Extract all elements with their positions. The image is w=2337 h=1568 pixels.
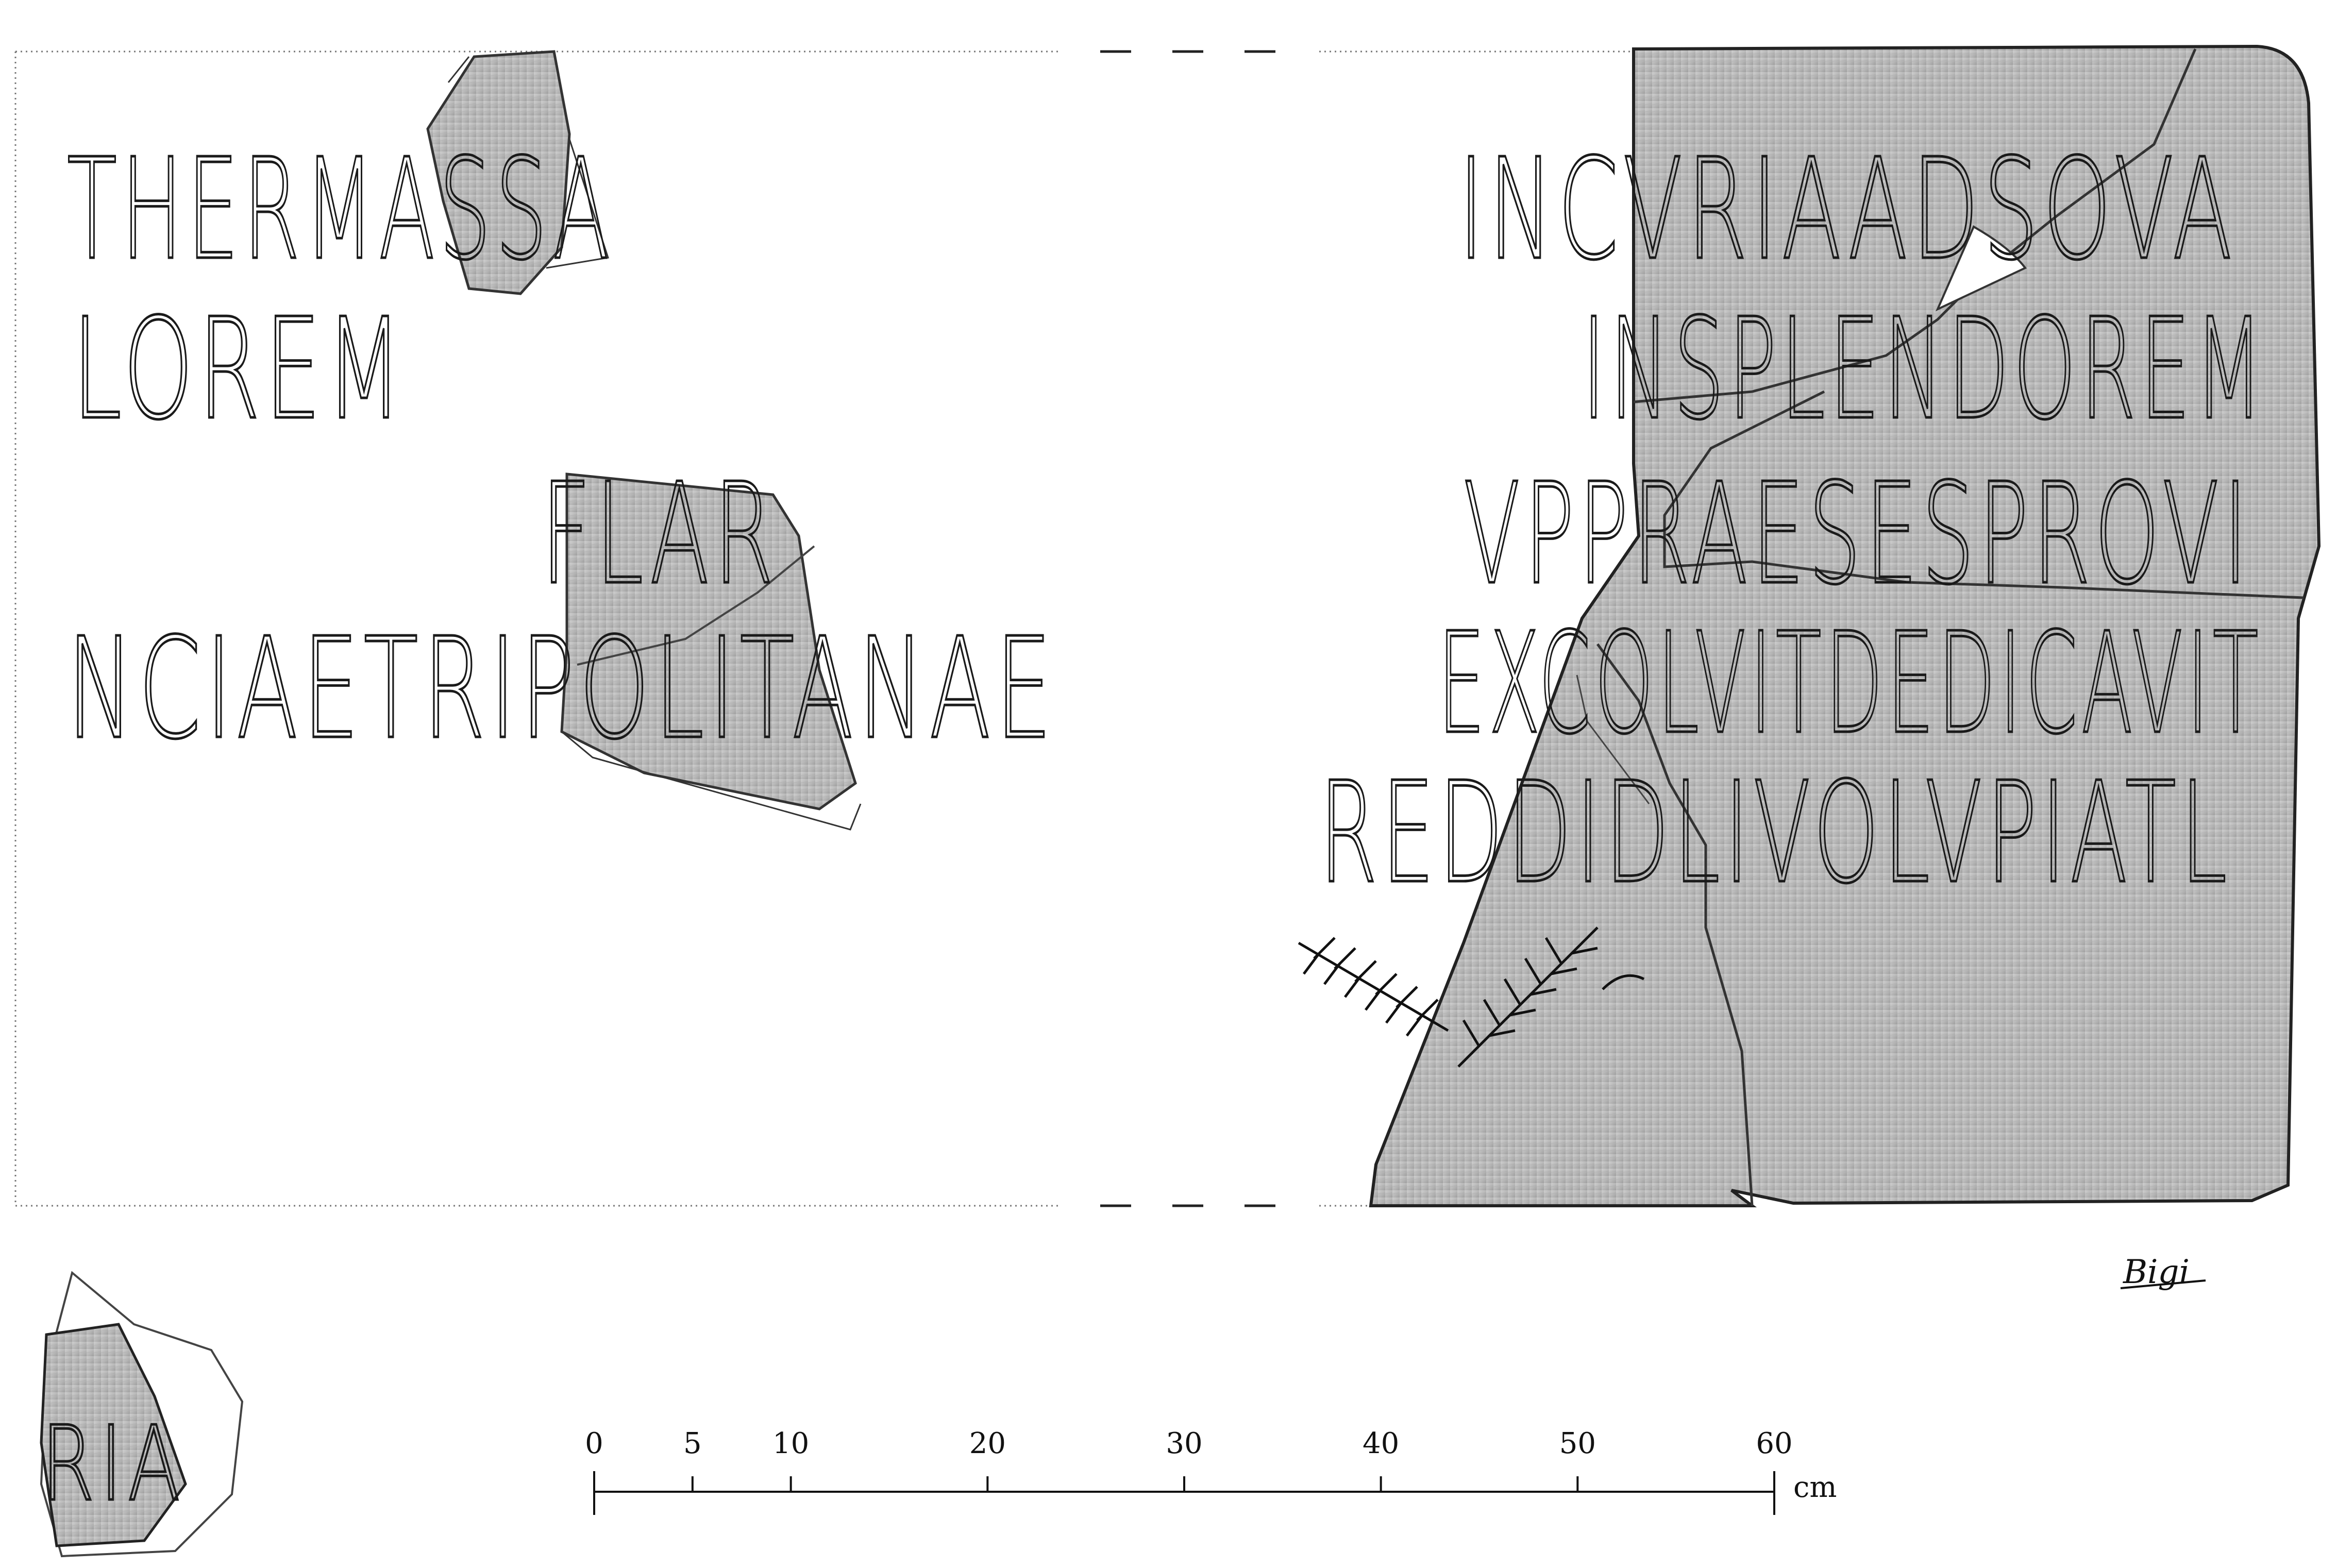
right-line-1: INCVRIAADSOVA [1458, 128, 2237, 291]
fragment-top-left [426, 50, 609, 295]
right-line-3: VPPRAESESPROVI [1464, 453, 2252, 615]
reconstruction-frame [14, 50, 1634, 1207]
scale-bar: 0 5 10 20 30 40 50 60 cm [585, 1427, 1837, 1515]
right-line-5: REDDIDLIVOLVPIATL [1319, 752, 2231, 914]
fragment-loose: RIA [40, 1271, 244, 1558]
scale-tick-label: 20 [969, 1427, 1006, 1460]
right-line-4: EXCOLVITDEDICAVIT [1438, 602, 2262, 765]
left-line-2: LOREM [72, 288, 407, 450]
right-inscription: INCVRIAADSOVA INSPLENDOREM VPPRAESESPROV… [1318, 127, 2267, 916]
palm-branch-icon [1298, 926, 1645, 1068]
signature-underline [2120, 1279, 2206, 1289]
left-line-3: FLAR [541, 453, 778, 615]
scale-tick-label: 60 [1756, 1427, 1792, 1460]
scale-tick-label: 50 [1559, 1427, 1596, 1460]
scale-tick-label: 40 [1363, 1427, 1399, 1460]
scale-unit: cm [1793, 1471, 1837, 1504]
scale-tick-label: 30 [1166, 1427, 1202, 1460]
scale-tick-label: 10 [772, 1427, 809, 1460]
scale-tick-label: 5 [683, 1427, 702, 1460]
fragment-middle [560, 473, 862, 831]
left-line-1: THERMASSA [67, 128, 613, 291]
left-inscription: THERMASSA LOREM FLAR NCIAETRIPOLITANAE [66, 127, 1056, 771]
loose-fragment-text: RIA [41, 1404, 186, 1524]
scale-tick-label: 0 [585, 1427, 603, 1460]
fragment-large-right [1298, 44, 2321, 1207]
right-line-2: INSPLENDOREM [1582, 288, 2267, 450]
left-line-4: NCIAETRIPOLITANAE [67, 608, 1056, 770]
